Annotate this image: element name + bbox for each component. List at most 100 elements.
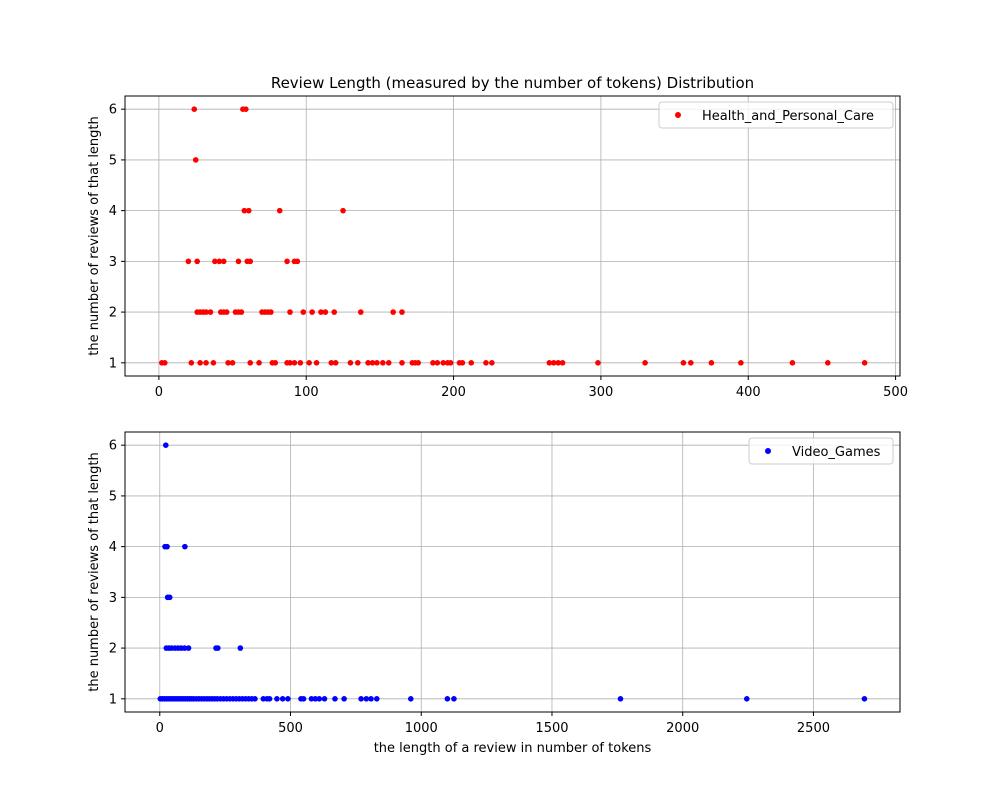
top-data-point	[294, 258, 301, 265]
top-data-point	[245, 207, 252, 214]
top-points	[159, 106, 868, 366]
top-data-point	[430, 360, 436, 366]
top-data-point	[380, 360, 386, 366]
top-x-tick-label: 400	[736, 385, 761, 400]
top-data-point	[642, 360, 648, 366]
bottom-legend: Video_Games	[748, 437, 894, 465]
top-data-point	[789, 360, 796, 366]
top-data-point	[216, 258, 223, 265]
top-data-point	[399, 360, 405, 366]
top-data-point	[357, 309, 364, 315]
bottom-data-point	[358, 696, 364, 702]
top-data-point	[369, 360, 376, 366]
top-x-tick-label: 0	[155, 385, 163, 400]
bottom-legend-label: Video_Games	[792, 445, 881, 460]
top-data-point	[313, 360, 320, 366]
top-data-point	[238, 309, 245, 315]
top-data-point	[332, 360, 339, 366]
top-data-point	[203, 360, 209, 366]
top-data-point	[825, 360, 831, 366]
bottom-data-point	[373, 696, 380, 702]
bottom-x-tick-label: 1000	[405, 721, 438, 736]
bottom-data-point	[308, 696, 315, 702]
top-data-point	[185, 258, 192, 265]
bottom-y-axis-label: the number of reviews of that length	[87, 452, 102, 692]
bottom-data-point	[274, 696, 280, 702]
bottom-data-point	[451, 696, 457, 702]
bottom-ticks: 0 500 1000 1500 2000 2500 1 2 3 4 5 6	[109, 439, 830, 736]
top-data-point	[318, 309, 324, 315]
top-data-point	[595, 360, 601, 366]
top-data-point	[550, 360, 557, 366]
bottom-data-point	[166, 594, 173, 601]
top-data-point	[297, 360, 304, 366]
bottom-data-point	[341, 696, 347, 702]
top-data-point	[459, 360, 466, 366]
top-data-point	[229, 360, 236, 366]
top-data-point	[861, 360, 868, 366]
top-data-point	[212, 258, 218, 265]
top-data-point	[272, 360, 279, 366]
bottom-x-axis-label: the length of a review in number of toke…	[374, 741, 652, 756]
top-data-point	[247, 360, 254, 366]
top-data-point	[331, 309, 338, 315]
top-y-tick-label: 6	[109, 103, 117, 118]
top-data-point	[247, 258, 254, 265]
top-data-point	[374, 360, 380, 366]
bottom-data-point	[185, 645, 192, 651]
bottom-data-point	[266, 696, 273, 702]
top-data-point	[256, 360, 262, 366]
top-data-point	[559, 360, 566, 366]
top-data-point	[440, 360, 447, 366]
bottom-panel: 0 500 1000 1500 2000 2500 1 2 3 4 5 6 the number of…	[87, 431, 901, 756]
bottom-data-point	[861, 696, 868, 702]
top-x-tick-label: 100	[294, 385, 319, 400]
top-data-point	[340, 207, 346, 214]
top-data-point	[188, 360, 195, 366]
bottom-x-tick-label: 2000	[666, 721, 699, 736]
top-data-point	[415, 360, 422, 366]
top-data-point	[687, 360, 694, 366]
top-data-point	[291, 360, 298, 366]
top-y-axis-label: the number of reviews of that length	[87, 116, 102, 356]
top-x-tick-label: 500	[883, 385, 908, 400]
top-data-point	[306, 360, 312, 366]
bottom-data-point	[743, 696, 750, 702]
top-x-tick-label: 300	[588, 385, 613, 400]
bottom-data-point	[164, 543, 170, 550]
top-data-point	[390, 309, 396, 315]
chart-title: Review Length (measured by the number of…	[271, 74, 754, 92]
top-legend-box	[658, 101, 894, 129]
top-data-point	[322, 309, 329, 315]
bottom-data-point	[407, 696, 414, 702]
top-data-point	[194, 258, 200, 265]
top-data-point	[489, 360, 495, 366]
bottom-y-tick-label: 6	[109, 439, 117, 454]
bottom-data-point	[182, 543, 188, 550]
bottom-data-point	[368, 696, 374, 702]
bottom-y-tick-label: 5	[109, 489, 117, 504]
top-y-tick-label: 3	[109, 255, 117, 270]
bottom-data-point	[332, 696, 338, 702]
top-data-point	[220, 258, 227, 265]
top-data-point	[223, 309, 230, 315]
bottom-axes-frame	[124, 431, 901, 713]
top-data-point	[309, 309, 315, 315]
bottom-data-point	[162, 442, 169, 448]
top-axes-frame	[124, 95, 901, 377]
bottom-y-tick-label: 1	[109, 692, 117, 707]
bottom-x-tick-label: 2500	[797, 721, 830, 736]
top-data-point	[447, 360, 454, 366]
bottom-data-point	[316, 696, 323, 702]
top-data-point	[210, 360, 217, 366]
bottom-data-point	[444, 696, 451, 702]
bottom-y-tick-label: 4	[109, 540, 117, 555]
top-ticks: 0 100 200 300 400 500 1 2 3 4 5 6	[109, 103, 908, 400]
top-y-tick-label: 2	[109, 306, 117, 321]
top-data-point	[300, 309, 307, 315]
top-data-point	[268, 309, 274, 315]
bottom-x-tick-label: 1500	[535, 721, 568, 736]
bottom-y-tick-label: 3	[109, 591, 117, 606]
bottom-data-point	[285, 696, 291, 702]
